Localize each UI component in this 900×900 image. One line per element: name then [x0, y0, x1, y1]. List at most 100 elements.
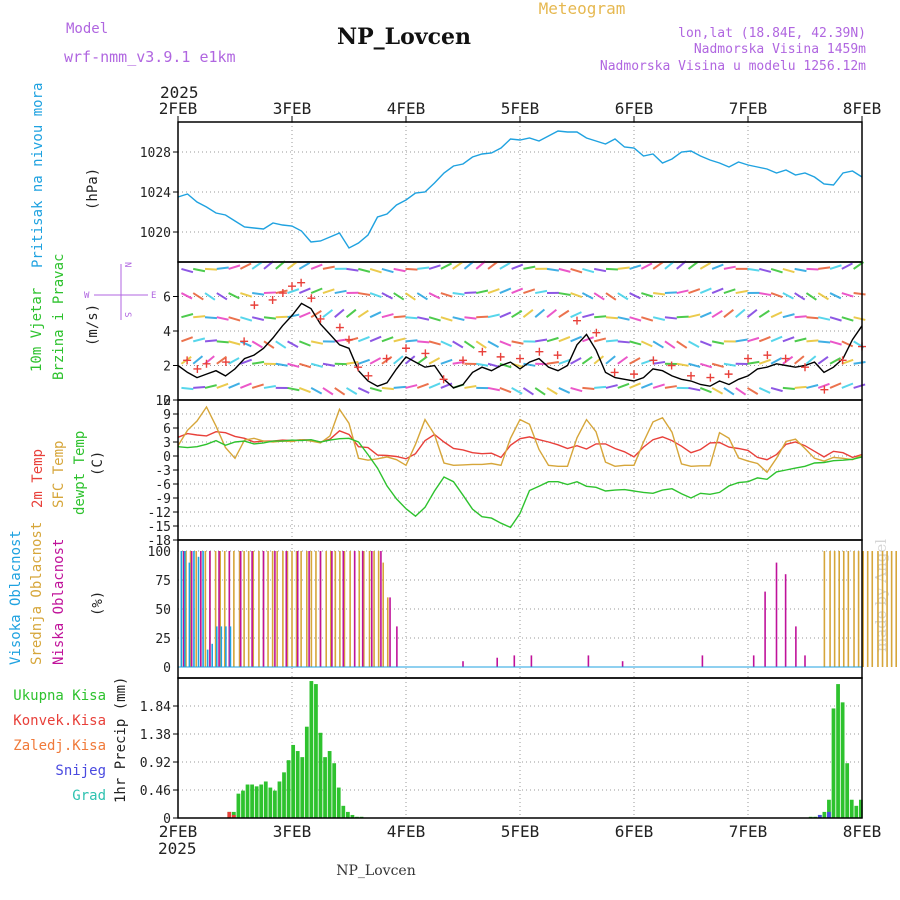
station-title: NP_Lovcen [337, 24, 471, 50]
wind-arrow [322, 309, 334, 318]
y-tick-label: 4 [163, 325, 171, 340]
wind-arrow [605, 355, 616, 365]
temp2m-line [177, 429, 863, 461]
wind-arrow [287, 288, 300, 294]
wind-arrow [546, 267, 560, 272]
wind-arrow [263, 291, 277, 295]
wind-arrow [735, 387, 747, 396]
gust-marker [573, 316, 581, 325]
wind-arrow [357, 358, 370, 365]
wind-arrow [853, 316, 866, 321]
time-label-top: 8FEB [843, 99, 882, 118]
wind-arrow [758, 309, 770, 319]
wind-arrow [652, 360, 666, 365]
wind-arrow [452, 261, 464, 270]
precip-ylabel: 1hr Precip (mm) [113, 677, 129, 803]
gust-marker [193, 364, 202, 373]
pressure-panel: 1020 1024 1028 [140, 121, 863, 263]
wind-arrow [181, 313, 194, 319]
compass-rose: N S W E [84, 262, 156, 320]
wind-arrow [853, 360, 866, 365]
compass-e: E [151, 291, 156, 301]
wind-arrow [251, 383, 264, 389]
wind-arrow [570, 292, 583, 299]
wind-arrow [428, 316, 441, 322]
wind-arrow [417, 340, 430, 344]
wind-arrow [405, 384, 418, 389]
precip_total-bar [250, 784, 254, 818]
cloud-ylabel: (%) [90, 591, 106, 616]
pressure-line [177, 130, 863, 249]
gust-marker [820, 385, 829, 394]
precip_conv-bar [227, 811, 232, 818]
wind-arrow [841, 292, 854, 298]
wind-arrow [699, 311, 712, 319]
footer-station: NP_Lovcen [336, 863, 415, 879]
wind-arrow [428, 292, 441, 300]
time-label-bottom: 8FEB [843, 822, 882, 841]
wind-arrow [664, 291, 677, 295]
wind-arrow [676, 362, 689, 367]
precip_total-bar [259, 784, 264, 818]
wind-arrow [487, 313, 500, 319]
gust-marker [781, 354, 790, 363]
wind-arrow [593, 355, 605, 365]
wind-arrow [594, 315, 607, 319]
wind-arrow [393, 355, 404, 365]
gust-marker [316, 314, 325, 323]
legend-total-rain: Ukupna Kisa [13, 688, 106, 704]
wind-arrow [251, 261, 263, 270]
wind-arrow [428, 357, 441, 365]
wind-arrow [664, 316, 677, 320]
bottom-time-labels: 2FEB 3FEB 4FEB 5FEB 6FEB 7FEB 8FEB [159, 822, 882, 841]
wind-arrow [688, 313, 701, 319]
wind-arrow [193, 315, 206, 319]
y-tick-label: 0 [163, 394, 171, 409]
wind-arrow [546, 387, 558, 395]
precip_total-bar [318, 732, 323, 818]
wind-arrow [252, 360, 265, 365]
wind-arrow [322, 288, 335, 295]
y-tick-label: -6 [155, 478, 171, 493]
wind-arrow [570, 386, 583, 393]
wind-arrow [818, 316, 831, 321]
wind-arrow [546, 336, 559, 343]
wind-arrow [629, 316, 642, 322]
wind-arrow [216, 340, 229, 344]
wind-arrow [711, 362, 724, 368]
y-tick-label: 75 [155, 574, 171, 589]
elevation-text: Nadmorska Visina 1459m [694, 42, 866, 57]
wind-arrow [770, 386, 783, 393]
wind-arrow [322, 362, 335, 367]
wind-arrow [193, 385, 206, 389]
precip_total-bar [323, 757, 327, 818]
gust-marker [268, 295, 277, 304]
wind-arrow [393, 315, 406, 319]
wind-arrow [652, 316, 666, 321]
wind-arrow [841, 382, 854, 389]
wind-arrow [334, 289, 347, 295]
wind-arrow [770, 335, 783, 343]
wind-arrow [535, 338, 548, 343]
precip_total-bar [268, 787, 273, 818]
wind-arrow [629, 340, 642, 346]
wind-arrow [511, 263, 524, 270]
wind-arrow [228, 357, 240, 365]
gust-marker [421, 349, 430, 358]
wind-arrow [829, 292, 842, 300]
wind-arrow [735, 308, 746, 318]
wind-arrow [181, 267, 194, 274]
wind-arrow [570, 311, 582, 319]
wind-arrow [440, 262, 453, 270]
wind-arrow [593, 267, 607, 273]
precip_total-bar [336, 787, 341, 818]
model-elevation-text: Nadmorska Visina u modelu 1256.12m [600, 59, 866, 74]
wind-arrow [416, 382, 429, 389]
y-tick-label: 6 [163, 422, 171, 437]
wind-subtitle: Brzina i Pravac [51, 254, 67, 380]
wind-arrow [522, 387, 534, 396]
gust-marker [744, 354, 752, 363]
wind-arrow [653, 292, 666, 296]
wind-arrow [782, 386, 795, 390]
wind-arrow [664, 340, 676, 349]
